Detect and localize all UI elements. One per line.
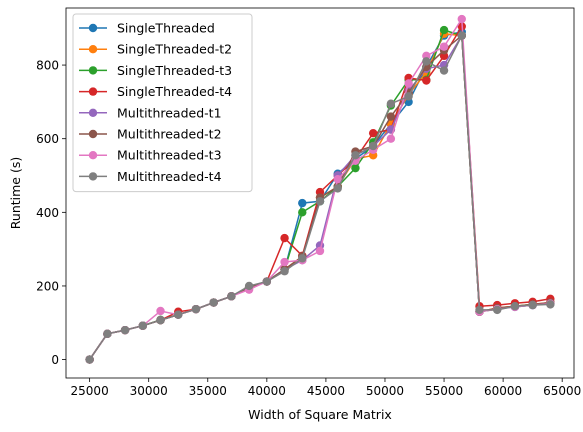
- data-point: [280, 233, 289, 243]
- data-point: [174, 310, 183, 319]
- legend-label: SingleThreaded-t3: [117, 63, 232, 78]
- legend-label: Multithreaded-t2: [117, 127, 222, 142]
- x-tick-label: 25000: [71, 384, 109, 398]
- legend-entry: Multithreaded-t2: [79, 127, 222, 142]
- legend-marker: [88, 45, 98, 54]
- data-point: [422, 57, 431, 66]
- data-point: [457, 31, 466, 40]
- data-point: [298, 208, 307, 217]
- data-point: [85, 355, 94, 364]
- legend-marker: [88, 23, 98, 33]
- data-point: [368, 141, 378, 151]
- data-point: [528, 300, 537, 310]
- data-point: [333, 174, 342, 184]
- legend-marker: [88, 108, 98, 118]
- legend-marker: [88, 87, 98, 96]
- legend-entry: Multithreaded-t4: [79, 169, 222, 184]
- legend-label: Multithreaded-t4: [117, 169, 222, 184]
- y-axis-ticks: 0 200 400 600 800: [36, 59, 66, 367]
- data-point: [493, 305, 502, 315]
- data-point: [315, 246, 325, 256]
- x-tick-label: 50000: [366, 384, 404, 398]
- data-point: [103, 329, 112, 339]
- legend-label: Multithreaded-t1: [117, 105, 222, 120]
- data-point: [120, 325, 130, 335]
- x-tick-label: 55000: [425, 384, 463, 398]
- legend-marker: [88, 151, 98, 160]
- x-axis-ticks: 25000 30000 35000 40000 45000 50000 55000 60000…: [71, 378, 581, 398]
- legend-entry: SingleThreaded-t2: [79, 42, 232, 57]
- data-point: [156, 306, 165, 316]
- data-point: [244, 281, 254, 291]
- axes-frame: [65, 7, 575, 379]
- data-point: [227, 292, 236, 301]
- data-point: [386, 99, 396, 108]
- legend-marker: [88, 172, 98, 181]
- legend: SingleThreaded SingleThreaded-t2 SingleThr…: [72, 13, 253, 193]
- legend-label: SingleThreaded-t2: [117, 42, 232, 57]
- data-point: [439, 42, 449, 51]
- legend-box: [72, 13, 253, 193]
- data-point: [298, 198, 307, 208]
- y-axis-label: Runtime (s): [8, 157, 23, 229]
- x-tick-label: 30000: [130, 384, 168, 398]
- legend-marker: [88, 66, 98, 75]
- series: [85, 31, 555, 364]
- data-point: [333, 184, 342, 193]
- x-tick-label: 60000: [484, 384, 522, 398]
- data-point: [510, 302, 520, 311]
- data-point: [546, 300, 555, 309]
- y-tick-label: 600: [36, 132, 59, 146]
- data-point: [475, 305, 484, 315]
- legend-label: SingleThreaded: [117, 21, 215, 36]
- x-tick-label: 65000: [543, 384, 581, 398]
- data-point: [439, 25, 449, 35]
- legend-entry: SingleThreaded-t3: [79, 63, 232, 78]
- y-tick-label: 400: [36, 206, 59, 220]
- x-tick-label: 35000: [189, 384, 227, 398]
- data-point: [351, 151, 360, 160]
- x-tick-label: 40000: [248, 384, 286, 398]
- data-point: [209, 298, 218, 307]
- legend-marker: [88, 129, 98, 139]
- data-point: [315, 197, 325, 206]
- data-point: [191, 304, 201, 314]
- data-point: [156, 315, 165, 325]
- legend-entry: SingleThreaded-t4: [79, 84, 232, 99]
- data-point: [280, 257, 289, 267]
- legend-entry: SingleThreaded: [79, 21, 215, 36]
- plot-marks: [85, 14, 555, 364]
- data-point: [386, 134, 396, 143]
- data-point: [298, 254, 307, 263]
- x-axis-label: Width of Square Matrix: [248, 407, 392, 422]
- data-point: [280, 267, 289, 276]
- data-point: [404, 92, 413, 101]
- y-tick-label: 0: [51, 353, 59, 367]
- data-point: [351, 163, 360, 173]
- data-point: [404, 79, 413, 88]
- legend-label: Multithreaded-t3: [117, 148, 222, 163]
- data-point: [439, 66, 449, 75]
- data-point: [386, 112, 396, 121]
- data-point: [457, 14, 466, 24]
- y-tick-label: 800: [36, 59, 59, 73]
- x-tick-label: 45000: [307, 384, 345, 398]
- data-point: [422, 76, 431, 85]
- legend-label: SingleThreaded-t4: [117, 84, 232, 99]
- data-point: [262, 277, 272, 286]
- legend-entry: Multithreaded-t1: [79, 105, 222, 120]
- data-point: [138, 321, 147, 330]
- legend-entry: Multithreaded-t3: [79, 148, 222, 163]
- data-point: [368, 128, 378, 138]
- y-tick-label: 200: [36, 279, 59, 293]
